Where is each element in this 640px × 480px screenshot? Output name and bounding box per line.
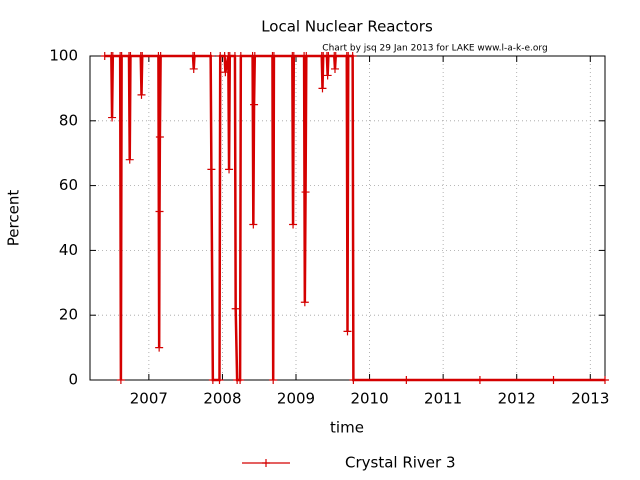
point-marker xyxy=(231,304,240,313)
point-marker xyxy=(348,52,357,60)
point-marker xyxy=(302,52,311,60)
x-tick-label: 2013 xyxy=(571,390,609,408)
point-marker xyxy=(323,71,332,80)
x-tick-label: 2008 xyxy=(203,390,241,408)
point-marker xyxy=(206,52,215,60)
legend-label: Crystal River 3 xyxy=(345,454,456,472)
point-marker xyxy=(331,52,340,60)
point-marker xyxy=(116,376,125,384)
y-tick-label: 100 xyxy=(49,47,78,65)
point-marker xyxy=(125,155,134,164)
point-marker xyxy=(190,52,199,60)
point-marker xyxy=(250,100,259,109)
point-marker xyxy=(236,52,245,60)
annotation: Chart by jsq 29 Jan 2013 for LAKE www.l-… xyxy=(322,44,547,54)
y-tick-label: 0 xyxy=(68,371,78,389)
legend-marker xyxy=(262,459,270,467)
point-marker xyxy=(207,165,216,174)
point-marker xyxy=(221,68,230,77)
chart-title: Local Nuclear Reactors xyxy=(261,18,433,36)
point-marker xyxy=(250,52,259,60)
point-marker xyxy=(189,64,198,73)
point-marker xyxy=(155,343,164,352)
x-tick-label: 2007 xyxy=(130,390,168,408)
y-tick-label: 60 xyxy=(59,176,78,194)
point-marker xyxy=(155,133,164,141)
point-marker xyxy=(289,52,298,60)
point-marker xyxy=(301,188,310,197)
x-tick-label: 2010 xyxy=(350,390,388,408)
point-marker xyxy=(236,376,245,384)
y-tick-label: 80 xyxy=(59,111,78,129)
y-axis-label: Percent xyxy=(5,190,23,247)
point-marker xyxy=(343,327,352,336)
x-axis-label: time xyxy=(330,419,364,437)
point-marker xyxy=(549,376,558,384)
point-marker xyxy=(349,376,358,384)
y-tick-label: 20 xyxy=(59,306,78,324)
point-marker xyxy=(269,376,278,384)
point-marker xyxy=(108,113,117,122)
point-marker xyxy=(330,64,339,73)
point-marker xyxy=(300,298,309,307)
point-marker xyxy=(155,207,164,216)
x-tick-label: 2011 xyxy=(424,390,462,408)
point-marker xyxy=(402,376,411,384)
y-tick-label: 40 xyxy=(59,241,78,259)
point-marker xyxy=(225,165,234,174)
point-marker xyxy=(137,90,146,99)
point-marker xyxy=(126,52,135,60)
point-marker xyxy=(269,52,278,60)
x-tick-label: 2009 xyxy=(277,390,315,408)
point-marker xyxy=(108,52,117,60)
point-marker xyxy=(318,84,327,93)
series-line xyxy=(104,54,605,382)
point-marker xyxy=(156,52,165,60)
point-marker xyxy=(138,52,147,60)
point-marker xyxy=(289,220,298,229)
point-marker xyxy=(475,376,484,384)
point-marker xyxy=(215,376,224,384)
point-marker xyxy=(249,220,258,229)
x-tick-label: 2012 xyxy=(498,390,536,408)
point-marker xyxy=(601,376,609,384)
point-marker xyxy=(117,52,126,60)
